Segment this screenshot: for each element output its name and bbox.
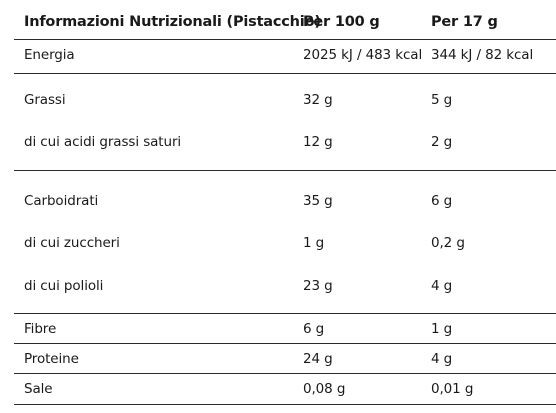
row-value-grassi-saturi-100g: 12 g [303,134,333,150]
row-value-energia-100g: 2025 kJ / 483 kcal [303,47,423,63]
row-label-proteine: Proteine [24,351,79,367]
row-label-carboidrati: Carboidrati [24,193,99,209]
row-value-grassi-saturi-17g: 2 g [431,134,453,150]
divider [14,313,556,314]
row-label-sale: Sale [24,381,53,397]
row-value-grassi-17g: 5 g [431,92,453,108]
row-value-proteine-100g: 24 g [303,351,333,367]
row-value-polioli-100g: 23 g [303,278,333,294]
header-nutrition-info: Informazioni Nutrizionali (Pistacchio) [24,14,321,30]
row-value-zuccheri-17g: 0,2 g [431,235,465,251]
divider [14,343,556,344]
row-value-fibre-17g: 1 g [431,321,453,337]
divider [14,373,556,374]
row-value-grassi-100g: 32 g [303,92,333,108]
row-value-polioli-17g: 4 g [431,278,453,294]
row-value-fibre-100g: 6 g [303,321,325,337]
row-value-zuccheri-100g: 1 g [303,235,325,251]
row-label-zuccheri: di cui zuccheri [24,235,120,251]
row-value-sale-17g: 0,01 g [431,381,474,397]
row-label-grassi: Grassi [24,92,66,108]
row-value-energia-17g: 344 kJ / 82 kcal [431,47,534,63]
row-value-sale-100g: 0,08 g [303,381,346,397]
divider [14,170,556,171]
row-value-proteine-17g: 4 g [431,351,453,367]
divider [14,73,556,74]
divider [14,404,556,405]
row-label-grassi-saturi: di cui acidi grassi saturi [24,134,182,150]
row-value-carboidrati-100g: 35 g [303,193,333,209]
header-per-17g: Per 17 g [431,14,498,30]
divider [14,39,556,40]
header-per-100g: Per 100 g [303,14,380,30]
row-value-carboidrati-17g: 6 g [431,193,453,209]
row-label-fibre: Fibre [24,321,57,337]
row-label-energia: Energia [24,47,75,63]
row-label-polioli: di cui polioli [24,278,104,294]
